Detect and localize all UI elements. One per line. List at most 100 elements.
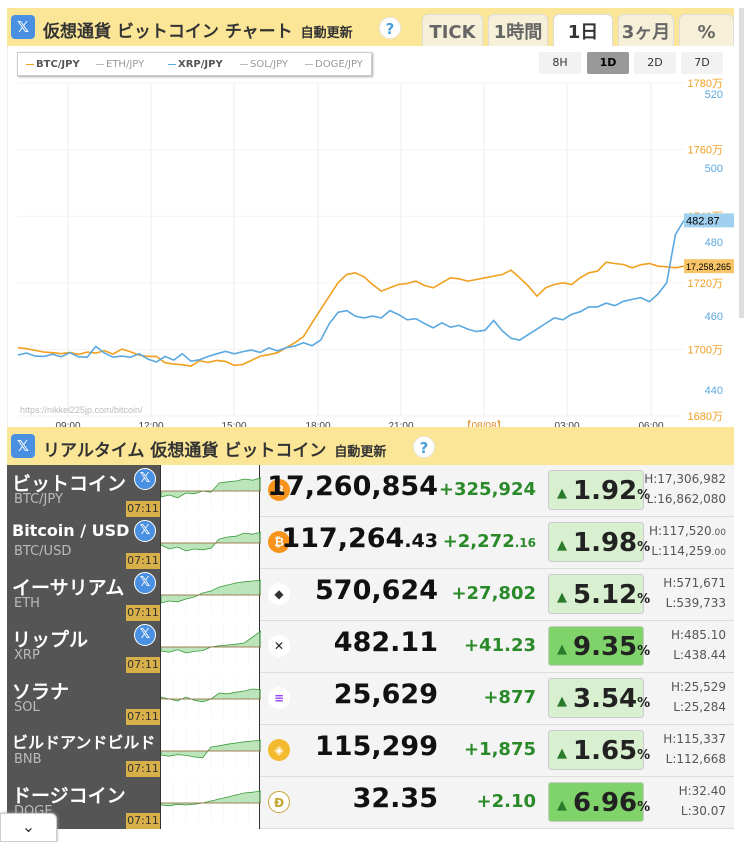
coin-symbol: BTC/USD bbox=[14, 544, 72, 559]
legend-item[interactable]: ETH/JPY bbox=[96, 59, 144, 70]
legend-label: DOGE/JPY bbox=[315, 59, 363, 70]
low-value: L:539,733 bbox=[666, 596, 726, 610]
high-main: H:25,529 bbox=[670, 680, 726, 694]
percent-unit: % bbox=[637, 488, 651, 503]
price: 482.11 bbox=[334, 627, 438, 658]
mini-chart-area bbox=[160, 579, 262, 604]
crypto-row[interactable]: ソラナ SOL 07:11 ≡ 25,629 +877 ▲ 3.54% H:25,529 L:25… bbox=[7, 673, 734, 725]
chevron-down-icon: ⌄ bbox=[21, 817, 36, 836]
price-change: +41.23 bbox=[464, 635, 536, 656]
percent-change-badge: ▲ 3.54% bbox=[548, 678, 650, 718]
coin-name-cell[interactable]: ソラナ SOL 07:11 bbox=[7, 673, 160, 725]
tab-3[interactable]: 3ヶ月 bbox=[618, 14, 674, 46]
crypto-row[interactable]: Bitcoin / USD BTC/USD 𝕏 07:11 ₿ 117,264.43 +2,… bbox=[7, 517, 734, 569]
x-share-icon[interactable]: 𝕏 bbox=[11, 434, 35, 458]
change-main: +27,802 bbox=[451, 583, 536, 604]
legend-item[interactable]: DOGE/JPY bbox=[305, 59, 363, 70]
mini-chart[interactable] bbox=[160, 621, 262, 673]
price-change: +1,875 bbox=[464, 739, 536, 760]
x-tick-label: 21:00 bbox=[388, 421, 413, 427]
up-arrow-icon: ▲ bbox=[557, 746, 567, 761]
price-change: +2,272.16 bbox=[443, 531, 536, 552]
xrp-axis-label: 520 bbox=[705, 89, 723, 101]
up-arrow-icon: ▲ bbox=[557, 798, 567, 813]
low-value: L:25,284 bbox=[673, 700, 726, 714]
mini-chart[interactable] bbox=[160, 673, 262, 725]
percent-change-badge: ▲ 6.96% bbox=[548, 782, 650, 822]
coin-name-cell[interactable]: イーサリアム ETH 𝕏 07:11 bbox=[7, 569, 160, 621]
x-share-icon[interactable]: 𝕏 bbox=[11, 15, 35, 39]
mini-chart-svg bbox=[160, 729, 262, 769]
price-change: +877 bbox=[483, 687, 536, 708]
coin-name-cell[interactable]: リップル XRP 𝕏 07:11 bbox=[7, 621, 160, 673]
range-button-8H[interactable]: 8H bbox=[539, 52, 581, 74]
high-main: H:571,671 bbox=[663, 576, 726, 590]
range-button-7D[interactable]: 7D bbox=[681, 52, 723, 74]
x-share-icon[interactable]: 𝕏 bbox=[134, 572, 156, 594]
tab-2[interactable]: 1日 bbox=[553, 14, 613, 46]
range-button-1D[interactable]: 1D bbox=[587, 52, 629, 74]
series-line-XRP/JPY bbox=[17, 219, 685, 363]
legend-item[interactable]: SOL/JPY bbox=[240, 59, 288, 70]
coin-name: ソラナ bbox=[12, 681, 70, 703]
chart-title: 仮想通貨 ビットコイン チャート 自動更新 bbox=[43, 17, 353, 42]
scrollbar[interactable] bbox=[739, 8, 744, 318]
high-main: H:17,306,982 bbox=[644, 472, 726, 486]
low-main: L:25,284 bbox=[673, 700, 726, 714]
crypto-row[interactable]: イーサリアム ETH 𝕏 07:11 ◆ 570,624 +27,802 ▲ 5.12% H:57… bbox=[7, 569, 734, 621]
collapse-button[interactable]: ⌄ bbox=[0, 813, 57, 842]
chart-svg: 09:00 12:00 15:00 18:00 21:00 【08/08】 03:00 06:… bbox=[17, 78, 734, 427]
mini-chart[interactable] bbox=[160, 725, 262, 777]
high-value: H:571,671 bbox=[663, 576, 726, 590]
xrp-axis-label: 480 bbox=[705, 237, 723, 249]
percent-unit: % bbox=[637, 696, 651, 711]
legend-item[interactable]: BTC/JPY bbox=[26, 59, 80, 70]
price-main: 115,299 bbox=[315, 731, 438, 762]
tab-0[interactable]: TICK bbox=[422, 14, 483, 46]
crypto-row[interactable]: リップル XRP 𝕏 07:11 ✕ 482.11 +41.23 ▲ 9.35% H:485.10… bbox=[7, 621, 734, 673]
help-icon[interactable]: ? bbox=[413, 436, 435, 458]
x-tick-label: 06:00 bbox=[638, 421, 663, 427]
update-time: 07:11 bbox=[126, 657, 160, 673]
mini-chart[interactable] bbox=[160, 465, 262, 517]
x-share-icon[interactable]: 𝕏 bbox=[134, 624, 156, 646]
x-share-icon[interactable]: 𝕏 bbox=[134, 520, 156, 542]
x-tick-label: 12:00 bbox=[138, 421, 163, 427]
x-share-icon[interactable]: 𝕏 bbox=[134, 468, 156, 490]
btc-axis-label: 1680万 bbox=[688, 411, 723, 423]
legend-item[interactable]: XRP/JPY bbox=[168, 59, 223, 70]
high-main: H:485.10 bbox=[670, 628, 726, 642]
tab-4[interactable]: % bbox=[679, 14, 734, 46]
coin-name-cell[interactable]: Bitcoin / USD BTC/USD 𝕏 07:11 bbox=[7, 517, 160, 569]
percent-change-badge: ▲ 1.65% bbox=[548, 730, 650, 770]
crypto-row[interactable]: ビルドアンドビルド BNB 07:11 ◈ 115,299 +1,875 ▲ 1.65% H:1… bbox=[7, 725, 734, 777]
high-value: H:117,520.00 bbox=[649, 524, 726, 538]
low-value: L:112,668 bbox=[666, 752, 726, 766]
update-time: 07:11 bbox=[126, 709, 160, 725]
mini-chart-area bbox=[160, 531, 262, 552]
coin-name-cell[interactable]: ビルドアンドビルド BNB 07:11 bbox=[7, 725, 160, 777]
help-icon[interactable]: ? bbox=[379, 17, 401, 39]
mini-chart[interactable] bbox=[160, 569, 262, 621]
legend-label: ETH/JPY bbox=[106, 59, 145, 70]
update-time: 07:11 bbox=[126, 761, 160, 777]
percent-value: 1.98% bbox=[573, 528, 650, 558]
mini-chart-svg bbox=[160, 625, 262, 665]
mini-chart[interactable] bbox=[160, 777, 262, 829]
mini-chart[interactable] bbox=[160, 517, 262, 569]
legend-swatch bbox=[240, 63, 248, 65]
percent-unit: % bbox=[637, 748, 651, 763]
mini-chart-area bbox=[160, 630, 262, 654]
low-main: L:112,668 bbox=[665, 752, 726, 766]
coin-symbol: ETH bbox=[14, 596, 40, 611]
range-button-2D[interactable]: 2D bbox=[634, 52, 676, 74]
tab-1[interactable]: 1時間 bbox=[488, 14, 548, 46]
percent-number: 1.98 bbox=[573, 528, 638, 558]
xrp-axis-label: 440 bbox=[705, 385, 723, 397]
percent-number: 1.65 bbox=[573, 736, 638, 766]
mini-chart-area bbox=[160, 790, 262, 807]
crypto-row[interactable]: ドージコイン DOGE 07:11 Ð 32.35 +2.10 ▲ 6.96% H:32.40 L… bbox=[7, 777, 734, 829]
doge-icon: Ð bbox=[268, 791, 290, 813]
crypto-row[interactable]: ビットコイン BTC/JPY 𝕏 07:11 ₿ 17,260,854 +325,924 ▲ 1… bbox=[7, 465, 734, 517]
coin-name-cell[interactable]: ビットコイン BTC/JPY 𝕏 07:11 bbox=[7, 465, 160, 517]
